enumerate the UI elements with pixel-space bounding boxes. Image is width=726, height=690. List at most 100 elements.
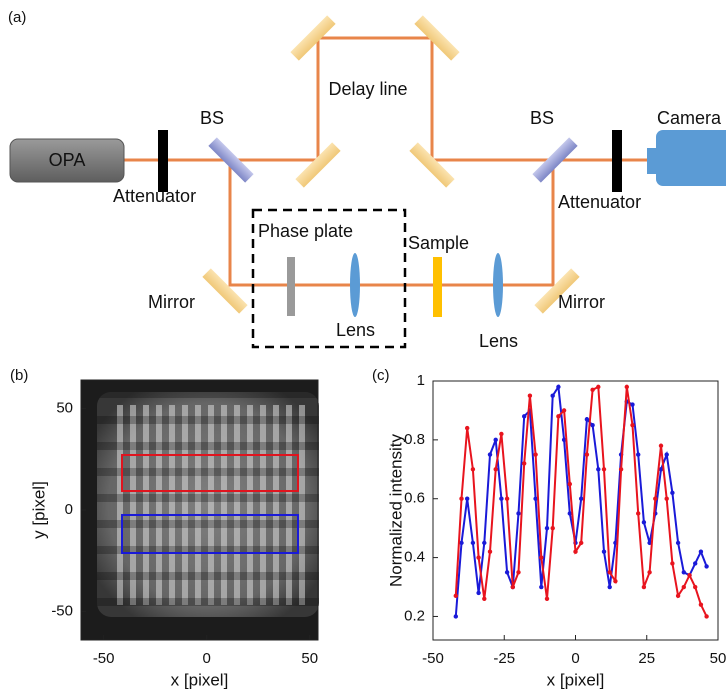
data-point: [602, 467, 606, 471]
data-point: [704, 564, 708, 568]
data-point: [465, 497, 469, 501]
data-point: [522, 414, 526, 418]
y-tick-label: 0.6: [404, 490, 425, 507]
data-point: [693, 585, 697, 589]
data-point: [465, 426, 469, 430]
opa-label: OPA: [49, 150, 86, 170]
lens-label: Lens: [336, 320, 375, 340]
x-tick-label: -50: [422, 650, 444, 667]
camera-label: Camera: [657, 108, 722, 128]
data-point: [579, 541, 583, 545]
x-tick-label: 0: [571, 650, 579, 667]
data-point: [482, 541, 486, 545]
y-tick-label: -50: [51, 603, 73, 620]
data-point: [585, 417, 589, 421]
data-point: [642, 585, 646, 589]
lens: [493, 253, 503, 317]
data-point: [488, 452, 492, 456]
data-point: [613, 579, 617, 583]
data-point: [551, 526, 555, 530]
lens: [350, 253, 360, 317]
y-tick-label: 1: [417, 372, 425, 389]
data-point: [596, 385, 600, 389]
camera-image: [81, 380, 319, 640]
data-point: [545, 597, 549, 601]
phase-plate: [287, 257, 295, 316]
data-point: [596, 467, 600, 471]
data-point: [670, 491, 674, 495]
phase-plate-label: Phase plate: [258, 221, 353, 241]
data-point: [562, 408, 566, 412]
data-point: [579, 497, 583, 501]
data-point: [476, 555, 480, 559]
figure: (a) OPA Delay line BS BS Attenuator Atte…: [0, 0, 726, 690]
x-tick-label: -25: [493, 650, 515, 667]
y-tick-label: 0.4: [404, 549, 425, 566]
data-point: [505, 570, 509, 574]
data-point: [471, 541, 475, 545]
data-point: [573, 550, 577, 554]
data-point: [482, 597, 486, 601]
panel-label: (c): [372, 367, 390, 384]
data-point: [516, 511, 520, 515]
data-point: [505, 497, 509, 501]
data-point: [568, 482, 572, 486]
data-point: [676, 541, 680, 545]
bs-label: BS: [530, 108, 554, 128]
x-tick-label: 0: [203, 650, 211, 667]
data-point: [636, 511, 640, 515]
panel-label: (b): [10, 367, 28, 384]
y-tick-label: 0: [65, 501, 73, 518]
y-axis-label: Normalized intensity: [386, 433, 405, 587]
data-point: [556, 385, 560, 389]
data-point: [585, 452, 589, 456]
data-point: [653, 497, 657, 501]
bs-label: BS: [200, 108, 224, 128]
data-point: [704, 614, 708, 618]
mirror-label: Mirror: [148, 292, 195, 312]
data-point: [551, 394, 555, 398]
data-point: [608, 585, 612, 589]
data-point: [454, 594, 458, 598]
data-point: [676, 594, 680, 598]
attenuator-label: Attenuator: [113, 186, 196, 206]
data-point: [619, 467, 623, 471]
data-point: [488, 550, 492, 554]
data-point: [499, 497, 503, 501]
data-point: [511, 585, 515, 589]
camera: [647, 130, 726, 186]
data-point: [682, 570, 686, 574]
data-point: [665, 497, 669, 501]
data-point: [608, 570, 612, 574]
data-point: [590, 423, 594, 427]
data-point: [636, 452, 640, 456]
page: {"diagram": {"panel_label": "(a)", "sour…: [0, 0, 726, 690]
data-point: [459, 497, 463, 501]
data-point: [539, 585, 543, 589]
y-tick-label: 50: [56, 399, 73, 416]
attenuator: [158, 130, 168, 192]
data-point: [499, 432, 503, 436]
data-point: [630, 423, 634, 427]
panel-label: (a): [8, 9, 26, 26]
delay-label: Delay line: [328, 79, 407, 99]
sample-label: Sample: [408, 233, 469, 253]
x-tick-label: 50: [710, 650, 726, 667]
x-tick-label: 25: [638, 650, 655, 667]
sample: [433, 257, 442, 317]
data-point: [647, 570, 651, 574]
data-point: [494, 438, 498, 442]
data-point: [528, 394, 532, 398]
x-tick-label: -50: [93, 650, 115, 667]
data-point: [687, 573, 691, 577]
data-point: [454, 614, 458, 618]
attenuator: [612, 130, 622, 192]
y-tick-label: 0.8: [404, 431, 425, 448]
mirrors: [202, 15, 579, 313]
data-point: [642, 520, 646, 524]
data-point: [516, 570, 520, 574]
data-point: [699, 602, 703, 606]
data-point: [602, 550, 606, 554]
data-point: [471, 467, 475, 471]
lens-label: Lens: [479, 331, 518, 351]
